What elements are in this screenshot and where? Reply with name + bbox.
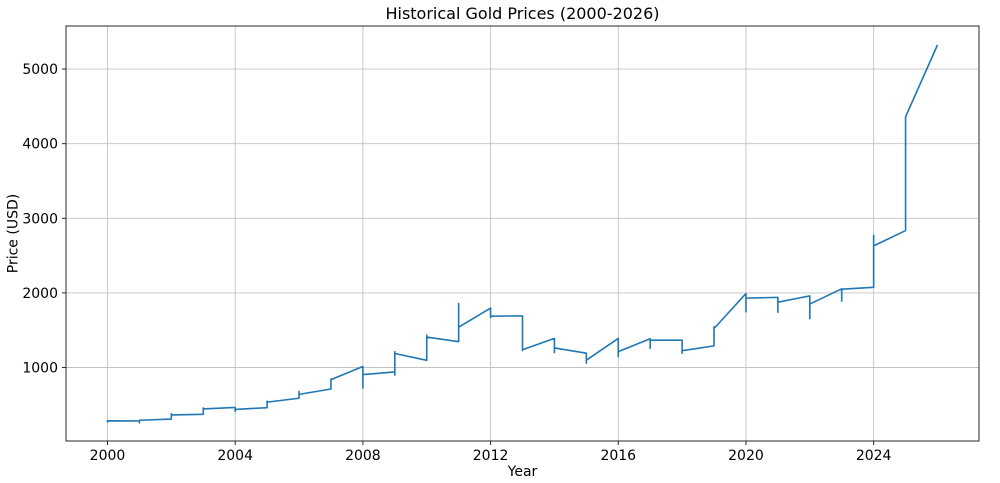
y-tick-label: 5000 xyxy=(22,62,58,78)
x-axis-label: Year xyxy=(507,464,538,480)
x-tick-label: 2020 xyxy=(728,448,764,464)
y-axis-label: Price (USD) xyxy=(5,193,22,274)
chart-title: Historical Gold Prices (2000-2026) xyxy=(385,4,660,23)
gold-price-line xyxy=(106,44,939,424)
x-tick-label: 2008 xyxy=(345,448,381,464)
x-tick-label: 2024 xyxy=(856,448,892,464)
y-tick-label: 4000 xyxy=(22,137,58,153)
x-tick-label: 2000 xyxy=(90,448,126,464)
x-tick-label: 2016 xyxy=(600,448,636,464)
x-tick-label: 2012 xyxy=(473,448,509,464)
y-tick-label: 1000 xyxy=(22,361,58,377)
y-tick-label: 2000 xyxy=(22,286,58,302)
axes-box xyxy=(65,25,980,442)
y-tick-label: 3000 xyxy=(22,211,58,227)
x-tick-label: 2004 xyxy=(217,448,253,464)
